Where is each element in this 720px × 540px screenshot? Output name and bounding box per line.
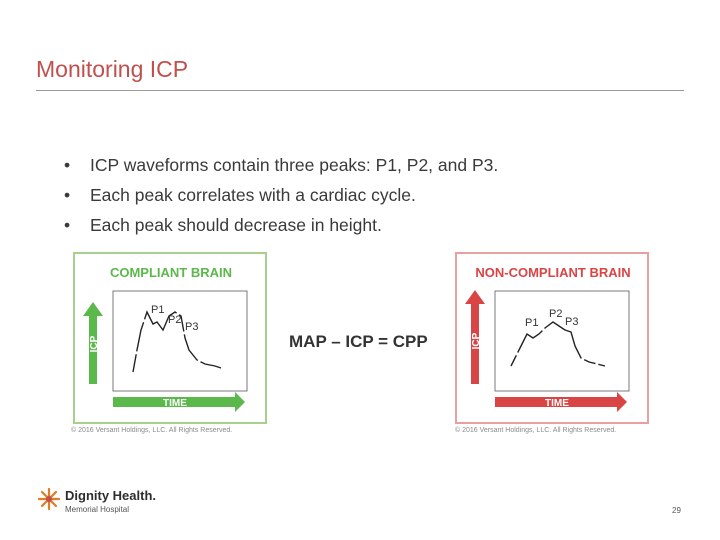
icp-waveform	[510, 321, 606, 367]
bullet-item: • Each peak correlates with a cardiac cyc…	[64, 180, 498, 210]
bullet-item: • ICP waveforms contain three peaks: P1, …	[64, 150, 498, 180]
x-axis-arrow	[495, 392, 627, 412]
non-compliant-brain-svg: NON-COMPLIANT BRAIN ICP TIME P1 P2 P3	[465, 265, 631, 412]
copyright-left: © 2016 Versant Holdings, LLC. All Rights…	[71, 427, 233, 434]
brand-subtitle: Memorial Hospital	[65, 505, 130, 514]
bullet-glyph: •	[64, 185, 71, 205]
panel-heading: COMPLIANT BRAIN	[110, 265, 232, 280]
x-axis-label: TIME	[545, 398, 569, 409]
peak-label-p1: P1	[525, 317, 538, 329]
bullet-text: Each peak correlates with a cardiac cycl…	[90, 185, 416, 205]
compliant-brain-svg: COMPLIANT BRAIN ICP TIME P1 P2 P3	[83, 265, 248, 412]
y-axis-label: ICP	[89, 335, 100, 352]
bullet-list: • ICP waveforms contain three peaks: P1, …	[64, 150, 498, 240]
graph-frame	[494, 290, 630, 392]
bullet-text: ICP waveforms contain three peaks: P1, P…	[90, 155, 499, 175]
dignity-health-flower-icon	[37, 487, 61, 511]
bullet-item: • Each peak should decrease in height.	[64, 210, 498, 240]
peak-label-p2: P2	[168, 314, 181, 326]
copyright-right: © 2016 Versant Holdings, LLC. All Rights…	[455, 427, 617, 434]
brand-name: Dignity Health.	[65, 488, 157, 503]
slide-title: Monitoring ICP	[36, 56, 189, 82]
peak-label-p3: P3	[565, 316, 578, 328]
bullet-glyph: •	[64, 215, 71, 235]
x-axis-arrow	[113, 392, 245, 412]
y-axis-label: ICP	[471, 332, 482, 349]
panel-heading: NON-COMPLIANT BRAIN	[475, 265, 630, 280]
compliant-brain-diagram: COMPLIANT BRAIN ICP TIME P1 P2 P3	[73, 252, 267, 424]
x-axis-label: TIME	[163, 398, 187, 409]
peak-label-p1: P1	[151, 304, 164, 316]
icp-waveform	[132, 310, 222, 373]
bullet-text: Each peak should decrease in height.	[90, 215, 382, 235]
graph-frame	[112, 290, 248, 392]
page-number: 29	[672, 506, 681, 515]
y-axis-arrow	[83, 302, 103, 384]
title-divider	[36, 90, 684, 91]
peak-label-p3: P3	[185, 321, 198, 333]
cpp-formula: MAP – ICP = CPP	[289, 332, 428, 351]
peak-label-p2: P2	[549, 308, 562, 320]
non-compliant-brain-diagram: NON-COMPLIANT BRAIN ICP TIME P1 P2 P3	[455, 252, 649, 424]
bullet-glyph: •	[64, 155, 71, 175]
y-axis-arrow	[465, 290, 485, 384]
